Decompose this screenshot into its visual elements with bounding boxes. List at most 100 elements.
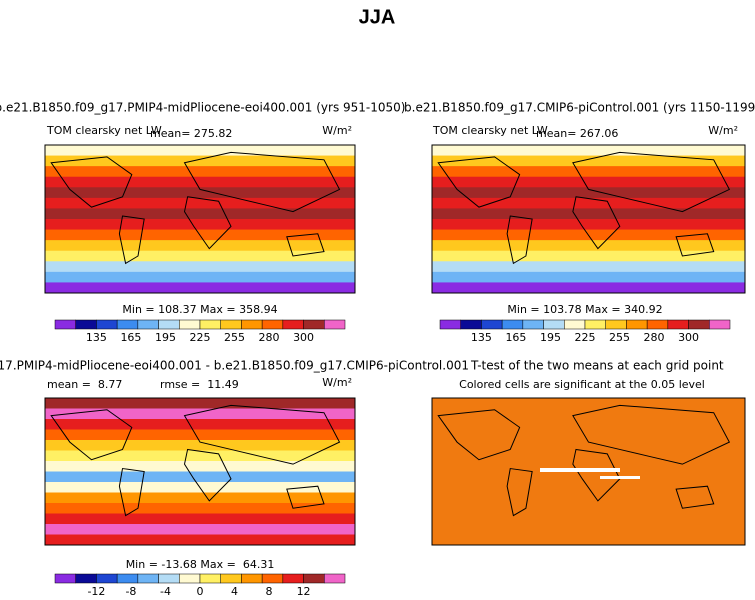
map-frame	[44, 144, 356, 294]
colorbar-box	[261, 319, 284, 330]
map-band	[45, 461, 355, 472]
map-band	[45, 450, 355, 462]
map-band	[45, 155, 355, 167]
colorbar-box	[261, 573, 284, 584]
map-band	[432, 197, 745, 209]
map-frame	[44, 397, 356, 546]
map-frame	[431, 144, 746, 294]
colorbar-box	[324, 573, 346, 584]
panel-title: T-test of the two means at each grid poi…	[470, 359, 724, 373]
colorbar-box	[667, 319, 689, 330]
map-band	[45, 250, 355, 262]
colorbar-label: 255	[609, 331, 630, 344]
colorbar-box	[54, 573, 76, 584]
panel-title: b.e21.B1850.f09_g17.PMIP4-midPliocene-eo…	[0, 101, 405, 115]
colorbar-label: 255	[224, 331, 245, 344]
colorbar-box	[158, 319, 180, 330]
colorbar-label: 165	[505, 331, 526, 344]
map-band	[45, 503, 355, 514]
coastline	[183, 404, 341, 465]
colorbar-box	[439, 319, 461, 330]
colorbar-label: 300	[678, 331, 699, 344]
colorbar-box	[481, 319, 503, 330]
map-band	[45, 408, 355, 420]
colorbar-box	[303, 319, 325, 330]
colorbar-box	[220, 319, 242, 330]
colorbar-box	[96, 573, 118, 584]
colorbar-box	[324, 319, 346, 330]
coastline	[572, 448, 621, 502]
colorbar-box	[75, 319, 97, 330]
colorbar-label: -4	[160, 585, 171, 598]
coastline	[437, 156, 521, 208]
stats: Min = -13.68 Max = 64.31	[126, 558, 275, 571]
coastline	[286, 485, 325, 509]
map-band	[45, 145, 355, 157]
colorbar-label: 280	[259, 331, 280, 344]
map-band	[45, 534, 355, 546]
colorbar-label: 280	[644, 331, 665, 344]
colorbar-label: -8	[125, 585, 136, 598]
mean: mean = 8.77	[47, 378, 122, 391]
map-band	[45, 176, 355, 188]
map-band	[432, 166, 745, 178]
colorbar-box	[688, 319, 710, 330]
coastline	[506, 215, 533, 265]
coastline	[572, 404, 731, 465]
colorbar-box	[605, 319, 627, 330]
units: W/m²	[322, 376, 352, 389]
colorbar-box	[137, 319, 159, 330]
colorbar-box	[199, 319, 221, 330]
map-frame	[431, 397, 746, 546]
colorbar-box	[54, 319, 76, 330]
colorbar-box	[220, 573, 242, 584]
coastline	[118, 467, 145, 517]
colorbar-box	[179, 319, 201, 330]
colorbar-label: 135	[86, 331, 107, 344]
colorbar-label: 300	[293, 331, 314, 344]
coastline	[572, 151, 731, 213]
map-band	[45, 282, 355, 294]
colorbar-label: 0	[197, 585, 204, 598]
coastline	[183, 196, 232, 250]
map-band	[45, 240, 355, 252]
rmse: rmse = 11.49	[160, 378, 239, 391]
map-band	[45, 419, 355, 430]
figure-title: JJA	[359, 6, 396, 28]
mean: mean= 275.82	[150, 127, 232, 140]
colorbar-box	[75, 573, 97, 584]
map-band	[45, 524, 355, 535]
coastline	[183, 448, 232, 502]
colorbar-box	[303, 573, 325, 584]
mean: mean= 267.06	[536, 127, 618, 140]
coastline	[118, 215, 145, 265]
map-band	[45, 271, 355, 283]
map-band	[45, 166, 355, 178]
panel-title: b.e21.B1850.f09_g17.PMIP4-midPliocene-eo…	[0, 359, 469, 373]
map-band	[45, 429, 355, 441]
map-band	[432, 261, 745, 273]
variable: TOM clearsky net LW	[432, 124, 548, 137]
coastline	[286, 233, 325, 257]
map-band	[45, 492, 355, 504]
colorbar-box	[199, 573, 221, 584]
colorbar-box	[282, 573, 304, 584]
map-band	[432, 145, 745, 157]
colorbar-box	[522, 319, 544, 330]
insignificant-cells	[600, 476, 640, 479]
colorbar-box	[709, 319, 731, 330]
colorbar-label: 225	[190, 331, 211, 344]
colorbar-box	[564, 319, 586, 330]
map-band	[432, 240, 745, 252]
colorbar-box	[584, 319, 606, 330]
insignificant-cells	[540, 468, 620, 472]
colorbar-label: 225	[575, 331, 596, 344]
colorbar-label: 165	[120, 331, 141, 344]
units: W/m²	[708, 124, 738, 137]
map-band	[45, 219, 355, 231]
colorbar-label: 195	[540, 331, 561, 344]
colorbar-label: 8	[266, 585, 273, 598]
map-band	[45, 440, 355, 451]
colorbar-box	[96, 319, 118, 330]
